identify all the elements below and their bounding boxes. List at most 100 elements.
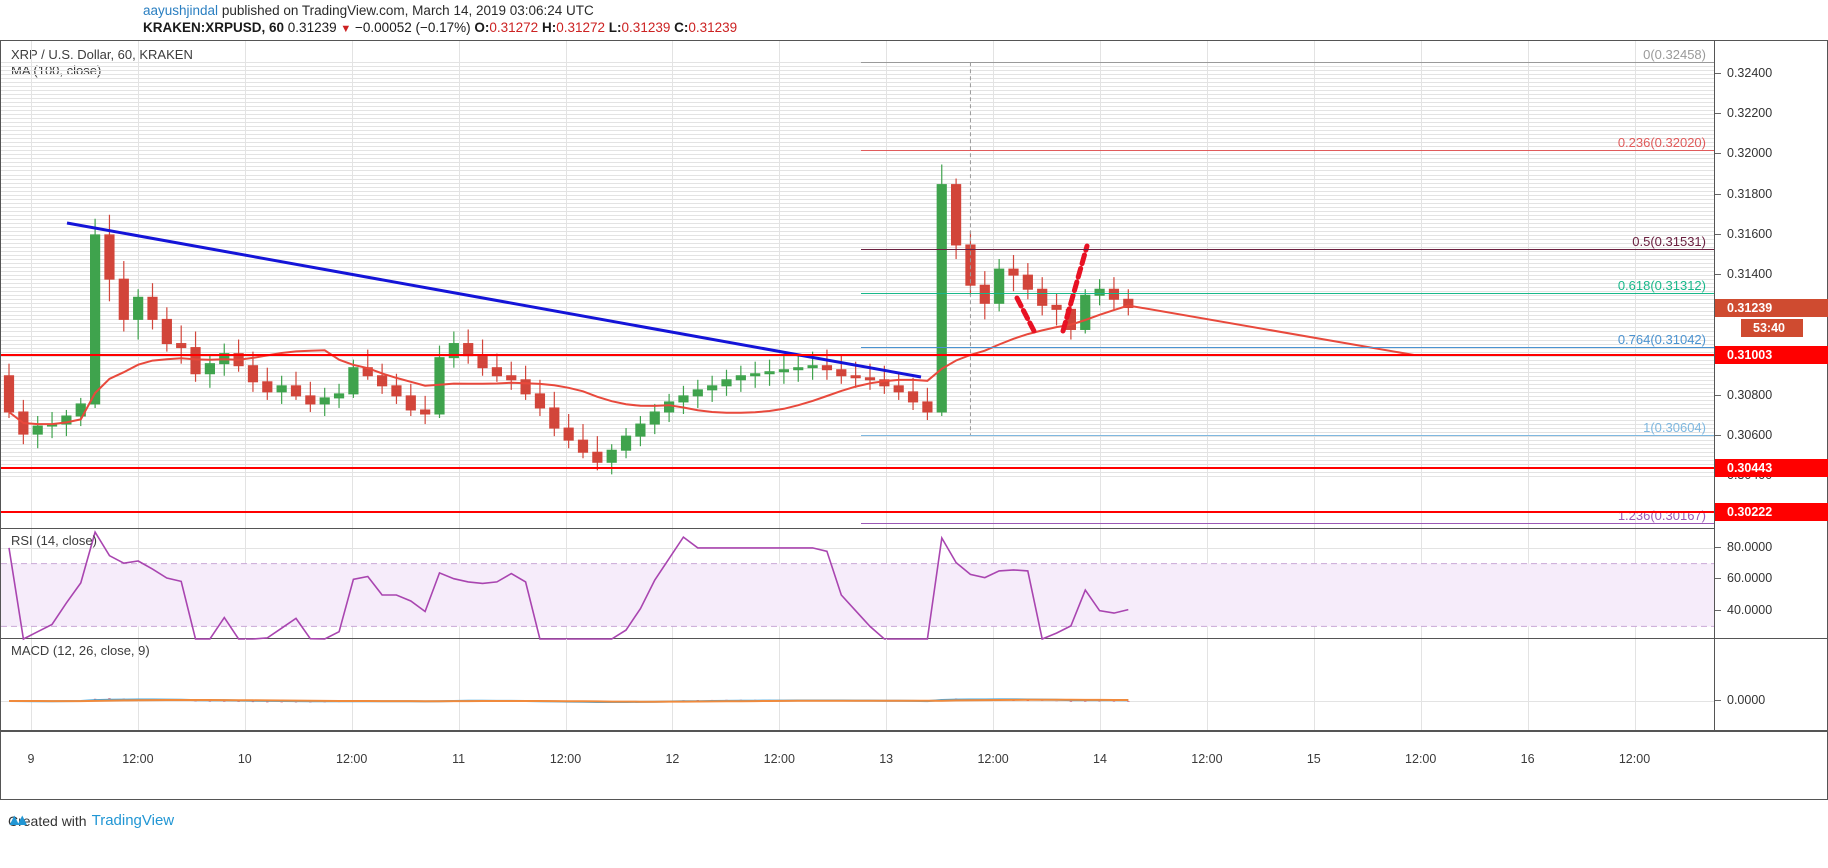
rsi-axis-tick-label: 40.0000 (1727, 602, 1773, 617)
horizontal-gridline (1, 110, 1714, 112)
high-label: H: (541, 20, 557, 35)
horizontal-gridline (1, 94, 1714, 96)
candlestick (620, 428, 632, 459)
price-scale[interactable]: 0.32400 0.32200 0.32000 0.31800 0.31600 0.314… (1714, 41, 1828, 529)
vertical-gridline (993, 639, 995, 730)
candlestick (161, 307, 172, 352)
horizontal-gridline (1, 77, 1714, 79)
candlestick (764, 359, 775, 386)
horizontal-gridline (1, 440, 1714, 442)
horizontal-gridline (1, 287, 1714, 289)
support-resistance-line (1, 466, 1714, 469)
candlestick (377, 363, 388, 394)
rsi-scale[interactable]: 80.0000 60.0000 40.0000 (1714, 529, 1828, 639)
time-axis-label: 11 (452, 752, 466, 766)
rsi-line-svg (1, 530, 1714, 641)
candlestick (348, 359, 359, 398)
time-axis-label: 12:00 (122, 752, 154, 766)
horizontal-gridline (1, 238, 1714, 240)
candlestick (1022, 263, 1033, 300)
candlestick (692, 379, 703, 408)
price-axis-tick-label: 0.31600 (1727, 226, 1773, 241)
fib-level-line (861, 435, 1714, 437)
current-price-tag: 0.31239 (1715, 298, 1828, 317)
horizontal-gridline (1, 416, 1714, 417)
horizontal-gridline (1, 347, 1714, 349)
vertical-gridline (1634, 639, 1636, 730)
symbol-label[interactable]: KRAKEN:XRPUSD, 60 (143, 20, 285, 35)
vertical-gridline (244, 639, 246, 730)
horizontal-gridline (1, 411, 1714, 413)
candlestick (836, 355, 847, 384)
horizontal-gridline (1, 61, 1714, 63)
horizontal-gridline (1, 158, 1714, 160)
horizontal-gridline (1, 138, 1714, 140)
fib-level-label: 0.5(0.31531) (1632, 233, 1706, 249)
author-name[interactable]: aayushjindal (143, 3, 219, 18)
fib-level-line (861, 150, 1714, 152)
horizontal-gridline (1, 295, 1714, 297)
candlestick (190, 331, 201, 382)
horizontal-gridline (1, 391, 1714, 393)
horizontal-gridline (1, 142, 1714, 144)
time-axis-label: 10 (237, 752, 252, 766)
price-axis-tick-label: 0.32000 (1727, 146, 1773, 161)
horizontal-gridline (1, 432, 1714, 434)
macd-signal-line (9, 698, 1129, 703)
vertical-gridline (1420, 41, 1422, 528)
candlestick (707, 375, 718, 402)
candlestick (951, 178, 962, 260)
support-price-tag: 0.30443 (1715, 458, 1828, 477)
close-label: C: (674, 20, 689, 35)
vertical-gridline (1527, 41, 1529, 528)
macd-scale[interactable]: 0.0000 (1714, 639, 1828, 731)
price-pane-title: XRP / U.S. Dollar, 60, KRAKEN (11, 47, 193, 62)
tradingview-brand[interactable]: TradingView (91, 812, 175, 829)
candlestick (678, 385, 689, 414)
horizontal-gridline (1, 194, 1714, 196)
rsi-pane-title: RSI (14, close) (11, 533, 97, 548)
vertical-gridline (31, 41, 32, 528)
created-with-label: Created with (8, 812, 87, 829)
candlestick (793, 353, 804, 382)
fib-level-label: 0(0.32458) (1643, 47, 1706, 63)
horizontal-gridline (1, 395, 1714, 397)
price-pane[interactable]: XRP / U.S. Dollar, 60, KRAKEN MA (100, c… (1, 41, 1714, 529)
time-axis[interactable]: 9 12:00 10 12:00 11 12:00 12 12:00 13 12:00 14 12:0… (1, 731, 1828, 800)
horizontal-gridline (1, 81, 1714, 83)
horizontal-gridline (1, 90, 1714, 91)
horizontal-gridline (1, 315, 1714, 317)
horizontal-gridline (1, 428, 1714, 430)
rsi-pane[interactable]: RSI (14, close) (1, 529, 1714, 641)
horizontal-gridline (1, 275, 1714, 277)
forecast-arrow (1014, 243, 1090, 336)
macd-pane[interactable]: MACD (12, 26, close, 9) (1, 639, 1714, 731)
candlestick (319, 387, 330, 417)
horizontal-gridline (1, 359, 1714, 361)
horizontal-gridline (1, 174, 1714, 176)
horizontal-gridline (1, 263, 1714, 265)
open-label: O: (474, 20, 490, 35)
horizontal-gridline (1, 464, 1714, 466)
close-value: 0.31239 (688, 20, 738, 35)
horizontal-gridline (1, 323, 1714, 325)
open-value: 0.31272 (489, 20, 539, 35)
horizontal-gridline (1, 85, 1714, 87)
vertical-gridline (458, 41, 460, 528)
candlestick (491, 353, 502, 382)
horizontal-gridline (1, 190, 1714, 192)
support-resistance-line (1, 511, 1714, 514)
low-value: 0.31239 (621, 20, 671, 35)
candlestick (606, 444, 617, 475)
horizontal-gridline (1, 134, 1714, 136)
vertical-gridline (886, 639, 888, 730)
fib-level-line (861, 523, 1714, 525)
time-axis-label: 13 (879, 752, 894, 766)
countdown-tag: 53:40 (1741, 318, 1803, 337)
candlestick (147, 283, 158, 330)
candlestick (420, 395, 431, 425)
time-axis-label: 12:00 (336, 752, 368, 766)
horizontal-gridline (1, 403, 1714, 405)
candlestick (750, 361, 761, 388)
horizontal-gridline (1, 230, 1714, 232)
